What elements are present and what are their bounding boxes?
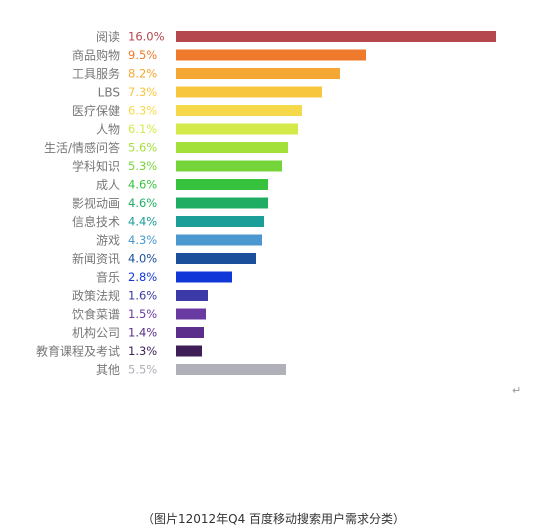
bar — [176, 327, 204, 338]
value-label: 5.5% — [128, 363, 157, 377]
value-label: 9.5% — [128, 48, 157, 62]
bar — [176, 179, 268, 190]
bar — [176, 234, 262, 246]
bar — [176, 105, 302, 116]
category-label: 机构公司 — [72, 325, 120, 340]
bar — [176, 31, 496, 42]
bar — [176, 271, 232, 283]
category-label: 新闻资讯 — [72, 251, 120, 266]
value-label: 2.8% — [128, 270, 157, 284]
bar — [176, 216, 264, 227]
category-label: 教育课程及考试 — [36, 344, 120, 359]
category-label: 成人 — [96, 178, 120, 192]
bar — [176, 290, 208, 301]
bar — [176, 197, 268, 209]
value-label: 4.3% — [128, 233, 157, 247]
category-label: 游戏 — [96, 234, 120, 248]
category-label: 影视动画 — [72, 196, 120, 211]
category-label: 生活/情感问答 — [44, 140, 120, 155]
bar — [176, 123, 298, 135]
paragraph-return-mark: ↵ — [512, 384, 522, 397]
value-label: 4.0% — [128, 252, 157, 266]
category-label: 政策法规 — [72, 288, 120, 303]
value-label: 6.1% — [128, 122, 157, 136]
bar — [176, 160, 282, 172]
value-label: 1.3% — [128, 344, 157, 358]
bar — [176, 345, 202, 357]
value-label: 4.4% — [128, 215, 157, 229]
category-label: 饮食菜谱 — [72, 307, 120, 322]
value-label: 7.3% — [128, 85, 157, 99]
category-label: 学科知识 — [72, 159, 120, 174]
bar — [176, 364, 286, 375]
value-label: 4.6% — [128, 178, 157, 192]
category-label: 人物 — [96, 123, 120, 137]
value-label: 8.2% — [128, 67, 157, 81]
value-label: 6.3% — [128, 104, 157, 118]
category-label: 信息技术 — [72, 214, 120, 229]
value-label: 4.6% — [128, 196, 157, 210]
bar-chart: 阅读 16.0% 商品购物 9.5% 工具服务 8.2% LBS 7.3% 医疗保健 6.3% 人物… — [36, 30, 496, 377]
bar — [176, 49, 366, 61]
value-label: 5.6% — [128, 141, 157, 155]
bar — [176, 86, 322, 98]
category-label: 音乐 — [96, 270, 120, 285]
bar — [176, 142, 288, 153]
bar — [176, 308, 206, 320]
category-label: 工具服务 — [72, 66, 120, 81]
bar — [176, 253, 256, 264]
category-label: 医疗保健 — [72, 104, 120, 118]
bar — [176, 68, 340, 79]
category-label: 其他 — [96, 363, 120, 377]
value-label: 5.3% — [128, 159, 157, 173]
category-label: 商品购物 — [72, 48, 120, 63]
value-label: 1.4% — [128, 326, 157, 340]
value-label: 1.6% — [128, 289, 157, 303]
figure-caption: （图片12012年Q4 百度移动搜索用户需求分类） — [141, 512, 406, 526]
value-label: 1.5% — [128, 307, 157, 321]
category-label: 阅读 — [96, 30, 120, 44]
value-label: 16.0% — [128, 30, 165, 44]
category-label: LBS — [98, 86, 120, 100]
